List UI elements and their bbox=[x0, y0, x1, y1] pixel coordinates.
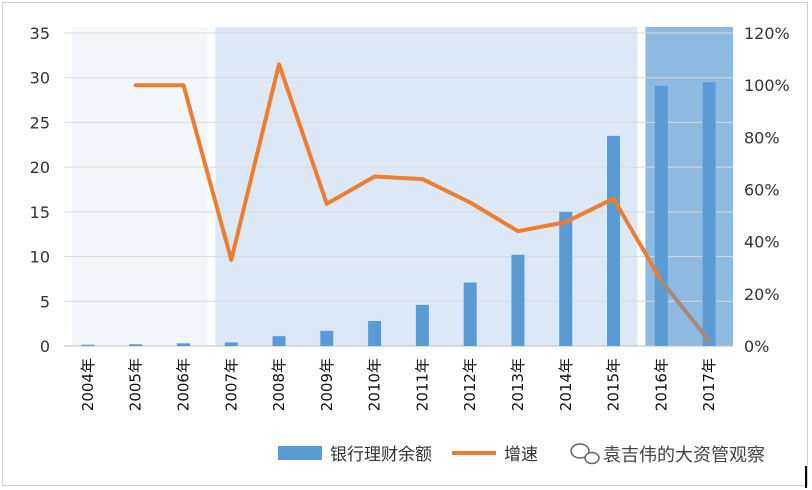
y-left-tick-label: 20 bbox=[30, 158, 50, 177]
bar-2016年 bbox=[654, 85, 668, 347]
bar-2015年 bbox=[607, 135, 621, 346]
x-tick-label: 2009年 bbox=[318, 358, 336, 411]
y-left-tick-label: 25 bbox=[30, 113, 50, 132]
x-tick-label: 2005年 bbox=[127, 358, 145, 411]
y-left-tick-label: 30 bbox=[30, 69, 50, 88]
shaded-region-2 bbox=[215, 27, 638, 346]
y-right-tick-label: 60% bbox=[744, 181, 780, 200]
bar-2006年 bbox=[176, 343, 190, 346]
watermark-text: 袁吉伟的大资管观察 bbox=[603, 445, 765, 466]
x-tick-label: 2008年 bbox=[270, 358, 288, 411]
legend-label-line: 增速 bbox=[504, 445, 538, 465]
legend-label-bar: 银行理财余额 bbox=[330, 445, 432, 465]
wechat-bubble bbox=[584, 451, 600, 465]
bar-2011年 bbox=[415, 304, 429, 346]
bar-2009年 bbox=[320, 330, 334, 346]
y-left-tick-label: 10 bbox=[30, 248, 50, 267]
y-right-tick-label: 100% bbox=[744, 76, 790, 95]
bar-2014年 bbox=[559, 211, 573, 346]
y-left-tick-label: 15 bbox=[30, 203, 50, 222]
x-tick-label: 2014年 bbox=[557, 358, 575, 411]
bar-2017年 bbox=[702, 82, 716, 346]
x-tick-label: 2010年 bbox=[366, 358, 384, 411]
y-right-tick-label: 0% bbox=[744, 337, 769, 356]
bar-2013年 bbox=[511, 254, 525, 346]
y-left-tick-label: 5 bbox=[40, 292, 50, 311]
y-left-tick-label: 35 bbox=[30, 24, 50, 43]
y-right-tick-label: 80% bbox=[744, 128, 780, 147]
x-tick-label: 2011年 bbox=[413, 358, 431, 411]
bar-2007年 bbox=[224, 342, 238, 346]
y-right-tick-label: 40% bbox=[744, 233, 780, 252]
x-tick-label: 2007年 bbox=[222, 358, 240, 411]
bar-2005年 bbox=[129, 344, 143, 346]
x-tick-label: 2013年 bbox=[509, 358, 527, 411]
bar-2012年 bbox=[463, 282, 477, 346]
wechat-bubble bbox=[570, 443, 590, 459]
wechat-icon bbox=[570, 443, 600, 465]
bar-2008年 bbox=[272, 336, 286, 346]
x-tick-label: 2015年 bbox=[605, 358, 623, 411]
bar-2010年 bbox=[368, 320, 382, 346]
x-tick-label: 2017年 bbox=[700, 358, 718, 411]
legend-swatch-bar bbox=[278, 446, 322, 460]
growth-line-tail bbox=[659, 278, 712, 343]
x-tick-label: 2016年 bbox=[652, 358, 670, 411]
text-cursor bbox=[805, 466, 807, 488]
growth-line bbox=[133, 62, 712, 343]
x-tick-label: 2004年 bbox=[79, 358, 97, 411]
y-left-tick-label: 0 bbox=[40, 337, 50, 356]
y-right-tick-label: 120% bbox=[744, 24, 790, 43]
shaded-region-1 bbox=[72, 27, 208, 346]
bar-2004年 bbox=[81, 344, 95, 346]
y-right-tick-label: 20% bbox=[744, 285, 780, 304]
x-tick-label: 2012年 bbox=[461, 358, 479, 411]
x-tick-label: 2006年 bbox=[174, 358, 192, 411]
